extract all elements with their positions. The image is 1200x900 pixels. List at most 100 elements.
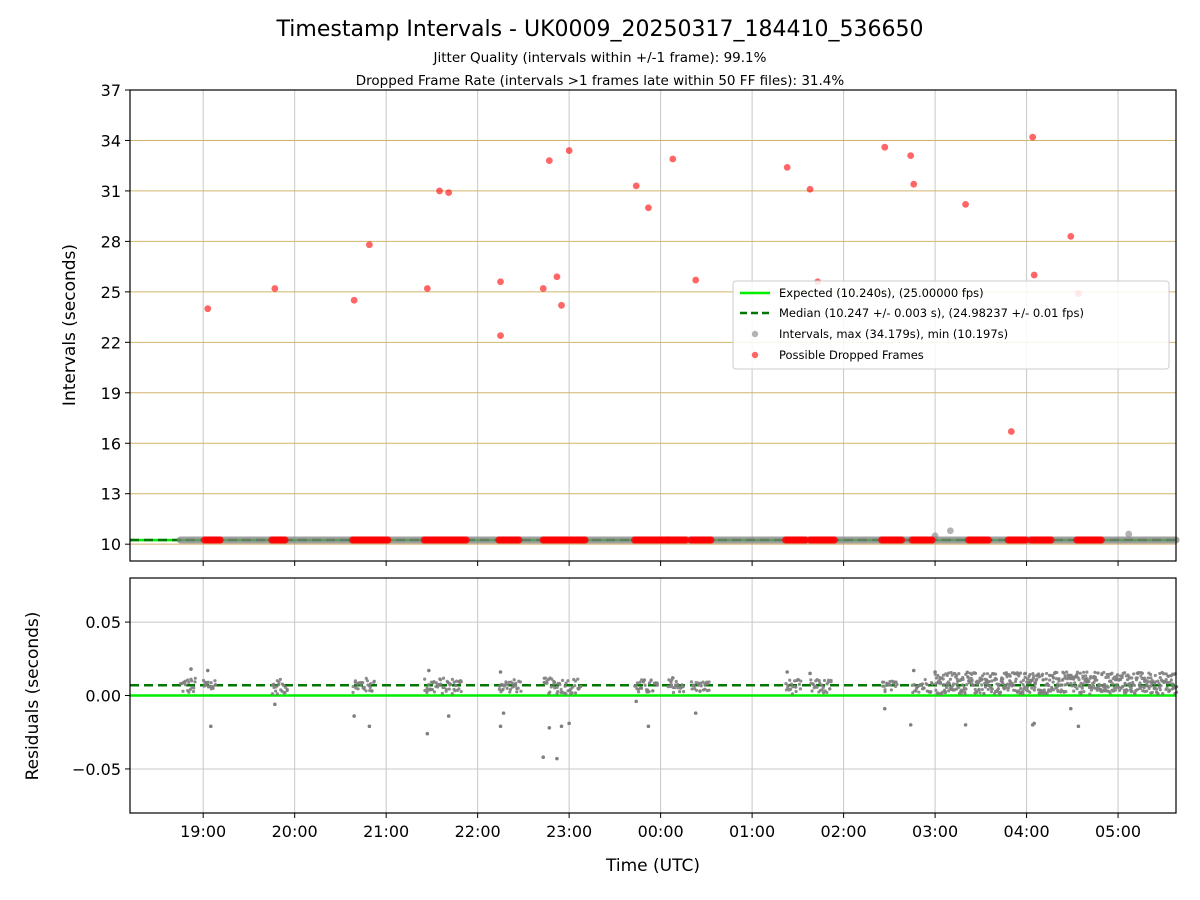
dropped-frame-point — [539, 285, 547, 292]
residual-point — [1079, 681, 1083, 686]
intervals-y-tick-label: 13 — [101, 485, 121, 504]
residual-point — [1103, 686, 1108, 691]
residual-point — [556, 689, 560, 694]
dropped-frame-point — [565, 147, 573, 154]
residual-point — [543, 676, 548, 680]
residual-point — [441, 676, 446, 680]
residual-point — [511, 682, 515, 686]
residual-point — [651, 689, 655, 693]
residual-point — [206, 680, 210, 684]
residual-point — [1132, 691, 1137, 695]
residual-point — [1019, 686, 1023, 691]
residual-point — [1089, 688, 1094, 692]
residual-point — [442, 685, 446, 689]
intervals-y-ticks: 10 13 16 19 22 25 28 31 34 37 — [101, 81, 130, 554]
residual-point — [1080, 686, 1084, 690]
residual-point — [678, 690, 682, 694]
residuals-y-axis-label: Residuals (seconds) — [23, 612, 43, 781]
residual-point — [1001, 677, 1005, 681]
residual-point — [1021, 683, 1025, 687]
residual-point — [423, 688, 427, 693]
residual-point — [436, 685, 440, 689]
residual-point — [1108, 691, 1112, 695]
residual-point — [1047, 683, 1051, 688]
residual-point — [1042, 688, 1046, 692]
residual-point — [272, 682, 276, 686]
residual-point — [547, 726, 552, 730]
residual-point — [512, 678, 516, 682]
residual-point — [993, 672, 998, 676]
residual-point — [1130, 676, 1134, 680]
residual-point — [946, 671, 951, 675]
residual-point — [947, 689, 951, 693]
residual-point — [1159, 684, 1163, 688]
residual-point — [996, 687, 1001, 691]
residual-point — [1113, 688, 1117, 692]
residual-point — [1150, 690, 1154, 695]
residual-point — [1157, 681, 1161, 686]
x-tick-label: 03:00 — [912, 822, 958, 841]
residual-point — [1149, 684, 1153, 688]
residual-point — [1018, 671, 1023, 675]
residual-point — [1140, 671, 1145, 675]
x-tick-label: 05:00 — [1095, 822, 1141, 841]
dropped-frame-point — [682, 536, 690, 544]
x-tick-label: 20:00 — [272, 822, 318, 841]
residual-point — [917, 690, 921, 694]
dropped-frame-point — [497, 332, 504, 339]
residual-point — [1099, 683, 1103, 688]
residual-point — [1115, 683, 1119, 687]
dropped-frame-point — [1030, 271, 1038, 279]
dropped-frame-point — [1007, 428, 1015, 435]
residual-point — [1013, 680, 1018, 684]
residual-point — [1093, 670, 1097, 674]
residual-point — [635, 681, 639, 685]
x-tick-label: 01:00 — [729, 822, 775, 841]
residual-point — [444, 687, 448, 691]
residual-point — [541, 755, 546, 759]
dropped-frame-point — [830, 536, 838, 544]
residual-point — [1084, 674, 1088, 678]
residual-point — [1073, 681, 1077, 685]
residual-point — [1164, 677, 1168, 682]
residual-point — [882, 706, 887, 711]
residual-point — [794, 689, 798, 694]
intervals-y-tick-label: 34 — [101, 131, 121, 150]
x-tick-label: 04:00 — [1004, 822, 1050, 841]
residual-point — [923, 677, 927, 682]
residual-point — [549, 685, 553, 689]
legend-dropped-swatch — [751, 351, 759, 359]
residual-point — [1021, 691, 1025, 696]
residual-point — [1161, 692, 1165, 696]
residual-point — [655, 683, 660, 687]
residual-point — [1102, 670, 1106, 675]
residuals-x-ticks: 19:00 20:00 21:00 22:00 23:00 00:00 01:00 02:00… — [180, 813, 1141, 841]
residual-point — [351, 684, 355, 689]
residual-point — [1166, 674, 1171, 678]
residuals-reference-lines — [130, 683, 1176, 697]
residual-point — [445, 679, 449, 683]
residual-point — [820, 683, 824, 687]
residual-point — [372, 680, 376, 684]
residual-point — [1019, 680, 1023, 684]
residual-point — [193, 680, 197, 684]
residual-point — [364, 676, 368, 680]
residual-point — [564, 681, 568, 685]
residual-point — [1051, 688, 1056, 692]
residual-point — [784, 688, 789, 692]
residual-point — [707, 680, 711, 684]
residual-point — [1145, 689, 1149, 693]
residual-point — [938, 682, 943, 686]
residual-point — [1076, 724, 1081, 729]
dropped-frame-point — [445, 189, 453, 197]
residual-point — [944, 685, 949, 690]
chart-subtitle-jitter: Jitter Quality (intervals within +/-1 fr… — [433, 50, 767, 66]
dropped-frame-point — [806, 185, 814, 193]
residual-point — [369, 682, 373, 686]
residual-point — [643, 683, 647, 687]
residual-point — [785, 670, 789, 674]
residual-point — [799, 679, 803, 683]
residuals-y-tick-label: −0.05 — [72, 760, 121, 779]
residual-point — [882, 684, 887, 688]
residual-point — [786, 685, 790, 690]
